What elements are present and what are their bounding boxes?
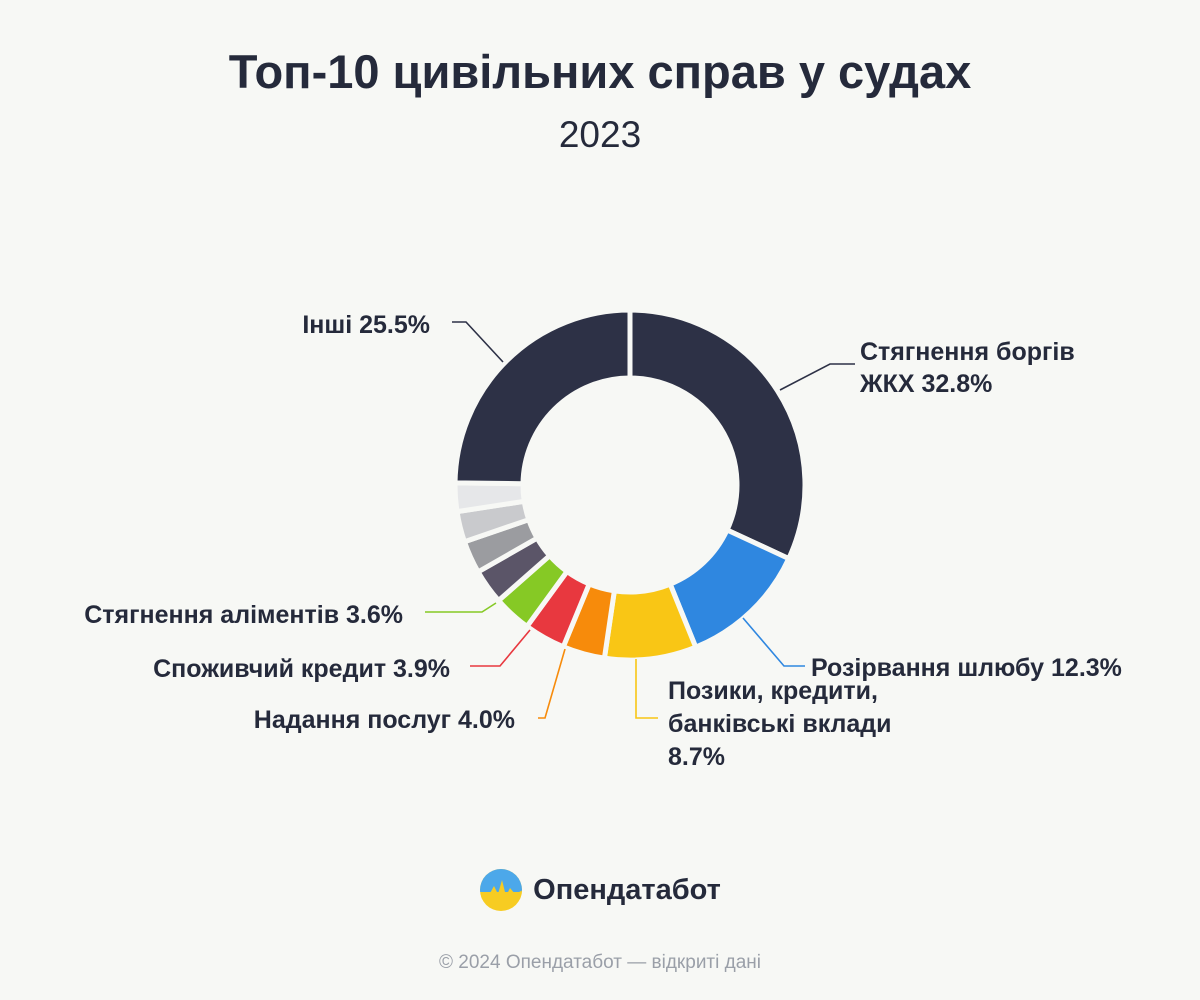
leader-line <box>635 659 658 719</box>
slice-label-line: Стягнення боргів <box>860 338 1075 366</box>
slice-label: Розірвання шлюбу 12.3% <box>811 654 1122 682</box>
footer-copyright: © 2024 Опендатабот — відкриті дані <box>439 952 761 973</box>
slice-label-line: Споживчий кредит 3.9% <box>153 655 450 683</box>
chart-subtitle: 2023 <box>558 114 642 155</box>
slice-label-line: Інші 25.5% <box>302 311 430 339</box>
leader-line <box>425 602 497 613</box>
slice-label: Позики, кредити, банківські вклади 8.7% <box>668 677 892 771</box>
donut-slice <box>452 307 633 487</box>
slice-label-line: Надання послуг 4.0% <box>254 706 515 734</box>
slice-label: Надання послуг 4.0% <box>254 706 515 734</box>
leader-line <box>538 648 566 719</box>
opendatabot-logo-icon <box>480 869 523 911</box>
leader-line <box>452 321 504 363</box>
leader-line <box>779 363 855 391</box>
slice-label: Стягнення боргів ЖКХ 32.8% <box>859 338 1075 398</box>
slice-label: Споживчий кредит 3.9% <box>153 655 450 683</box>
slice-label-line: ЖКХ 32.8% <box>859 370 992 398</box>
donut-slice <box>627 307 808 562</box>
slice-label-line: Позики, кредити, <box>668 677 878 705</box>
slice-label-line: банківські вклади <box>668 710 892 738</box>
leader-line <box>470 629 531 667</box>
brand: Опендатабот <box>0 868 1200 912</box>
leader-line <box>742 617 805 667</box>
slice-label: Стягнення аліментів 3.6% <box>84 601 403 629</box>
slice-label-line: Стягнення аліментів 3.6% <box>84 601 403 629</box>
brand-name: Опендатабот <box>533 873 721 906</box>
slice-label: Інші 25.5% <box>302 311 430 339</box>
chart-title: Топ-10 цивільних справ у судах <box>228 45 972 98</box>
slice-label-line: Розірвання шлюбу 12.3% <box>811 654 1122 682</box>
slice-label-line: 8.7% <box>668 743 725 771</box>
